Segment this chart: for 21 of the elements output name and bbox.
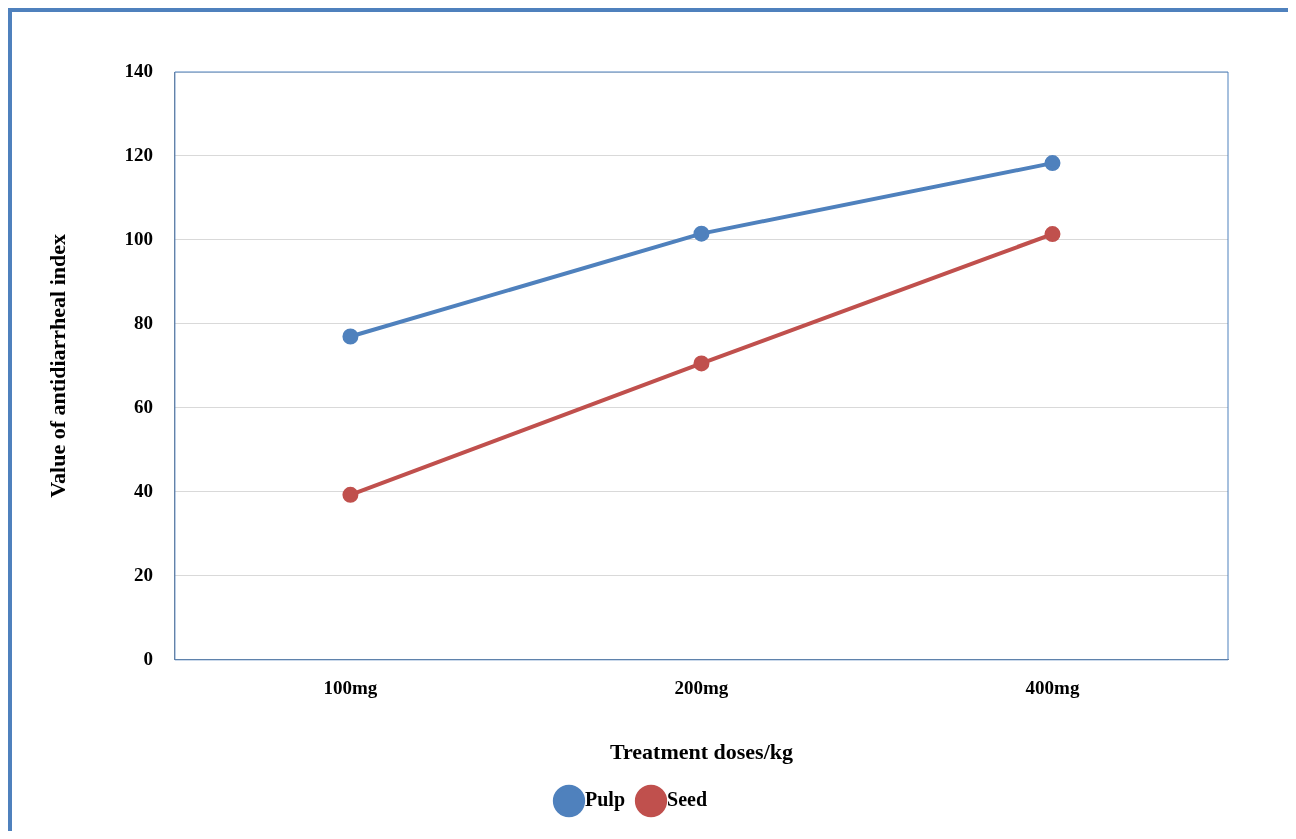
point [693,225,710,242]
x-axis-title: Treatment doses/kg [609,739,794,765]
point [693,355,710,372]
point [342,328,359,345]
y-tick-label: 0 [143,647,153,669]
point [1044,155,1061,172]
y-tick-label: 100 [124,227,153,249]
y-tick-label: 140 [124,59,153,81]
y-tick-label: 120 [124,143,153,165]
point [1044,226,1061,243]
legend-label: Pulp [584,788,626,812]
y-axis-title: Value of antidiarrheal index [44,233,70,498]
y-tick-label: 40 [133,479,153,501]
x-tick-label: 200mg [674,677,729,699]
y-tick-label: 60 [133,395,153,417]
x-tick-label: 100mg [323,677,378,699]
y-tick-label: 20 [133,563,153,585]
legend-label: Seed [667,788,708,811]
y-tick-label: 80 [133,311,153,333]
x-tick-label: 400mg [1025,677,1080,699]
point [342,486,359,503]
